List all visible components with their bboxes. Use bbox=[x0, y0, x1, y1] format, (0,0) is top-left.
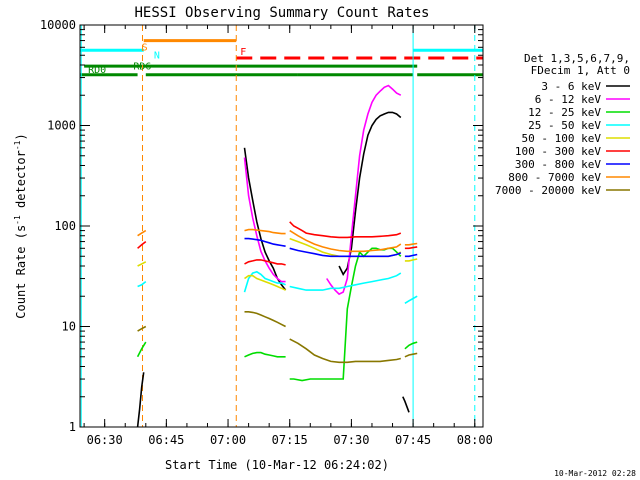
series-line bbox=[289, 229, 402, 253]
flag-labels: SN F RD0 RD6 bbox=[88, 43, 246, 77]
series-line bbox=[137, 261, 147, 267]
series-line bbox=[289, 338, 401, 364]
series-line bbox=[137, 229, 147, 237]
x-tick-label: 07:45 bbox=[395, 433, 431, 447]
series-6-12-kev bbox=[243, 84, 402, 296]
legend: Det 1,3,5,6,7,9,FDecim 1, Att 0 3 - 6 keV… bbox=[495, 52, 630, 197]
series-line bbox=[404, 242, 418, 246]
timestamp-stamp: 10-Mar-2012 02:28 bbox=[554, 469, 636, 478]
legend-header: FDecim 1, Att 0 bbox=[531, 64, 630, 77]
y-tick-label: 1000 bbox=[47, 119, 76, 133]
series-25-50-kev bbox=[137, 270, 418, 304]
legend-entry-label: 50 - 100 keV bbox=[522, 132, 602, 145]
x-tick-label: 06:45 bbox=[148, 433, 184, 447]
legend-entry-label: 12 - 25 keV bbox=[528, 106, 601, 119]
series-line bbox=[137, 280, 147, 288]
legend-entry-label: 25 - 50 keV bbox=[528, 119, 601, 132]
flag-label-f: F bbox=[240, 47, 246, 58]
legend-entry-label: 6 - 12 keV bbox=[535, 93, 602, 106]
series-line bbox=[244, 228, 286, 235]
flag-label-rd0: RD0 bbox=[88, 65, 106, 76]
x-tick-label: 06:30 bbox=[87, 433, 123, 447]
legend-entry-label: 100 - 300 keV bbox=[515, 145, 601, 158]
x-tick-label: 07:30 bbox=[333, 433, 369, 447]
series-line bbox=[404, 253, 418, 258]
series-800-7000-kev bbox=[137, 228, 418, 253]
plot-frame bbox=[79, 24, 484, 428]
series-line bbox=[243, 147, 287, 291]
legend-entry-label: 7000 - 20000 keV bbox=[495, 184, 601, 197]
x-tick-label: 07:00 bbox=[210, 433, 246, 447]
y-tick-label: 10000 bbox=[40, 18, 76, 32]
y-axis-label: Count Rate (s-1 detector-1) bbox=[13, 133, 28, 318]
series-line bbox=[289, 272, 402, 291]
series-line bbox=[137, 325, 147, 332]
legend-header: Det 1,3,5,6,7,9, bbox=[524, 52, 630, 65]
series-line bbox=[136, 372, 145, 427]
series-line bbox=[137, 240, 147, 249]
flag-bars bbox=[80, 39, 483, 77]
series-line bbox=[404, 246, 418, 250]
y-tick-label: 10 bbox=[62, 320, 76, 334]
series-line bbox=[244, 237, 286, 247]
series-line bbox=[136, 341, 147, 358]
legend-entry-label: 300 - 800 keV bbox=[515, 158, 601, 171]
series-300-800-kev bbox=[244, 237, 418, 258]
series-line bbox=[289, 247, 402, 258]
series-7000-20000-kev bbox=[137, 310, 418, 364]
y-tick-label: 100 bbox=[54, 219, 76, 233]
series-line bbox=[243, 157, 286, 283]
series-line bbox=[404, 295, 418, 304]
x-tick-label: 08:00 bbox=[457, 433, 493, 447]
series-lines bbox=[136, 84, 418, 427]
series-line bbox=[326, 84, 402, 296]
y-axis-ticks: 1 10 100 1000 10000 bbox=[40, 18, 483, 434]
series-line bbox=[244, 351, 286, 358]
legend-entry-label: 3 - 6 keV bbox=[541, 80, 601, 93]
x-axis-ticks: 06:30 06:45 07:00 07:15 07:30 07:45 08:00 bbox=[83, 25, 493, 447]
flag-vertical-lines bbox=[80, 25, 476, 427]
series-100-300-kev bbox=[137, 221, 418, 266]
x-tick-label: 07:15 bbox=[272, 433, 308, 447]
legend-entry-label: 800 - 7000 keV bbox=[508, 171, 601, 184]
flag-label-s: S bbox=[142, 43, 148, 54]
series-line bbox=[404, 341, 418, 350]
series-line bbox=[244, 310, 286, 328]
chart-title: HESSI Observing Summary Count Rates bbox=[134, 5, 429, 21]
series-line bbox=[289, 221, 402, 239]
series-line bbox=[404, 258, 418, 262]
y-tick-label: 1 bbox=[69, 420, 76, 434]
series-3-6-kev bbox=[136, 111, 410, 427]
series-line bbox=[244, 274, 286, 291]
x-axis-label: Start Time (10-Mar-12 06:24:02) bbox=[165, 458, 389, 472]
flag-label-rd6: RD6 bbox=[133, 62, 151, 73]
series-line bbox=[404, 352, 418, 358]
flag-label-n: N bbox=[154, 50, 160, 61]
series-line bbox=[244, 259, 286, 266]
series-line bbox=[402, 396, 410, 413]
series-line bbox=[243, 270, 286, 293]
